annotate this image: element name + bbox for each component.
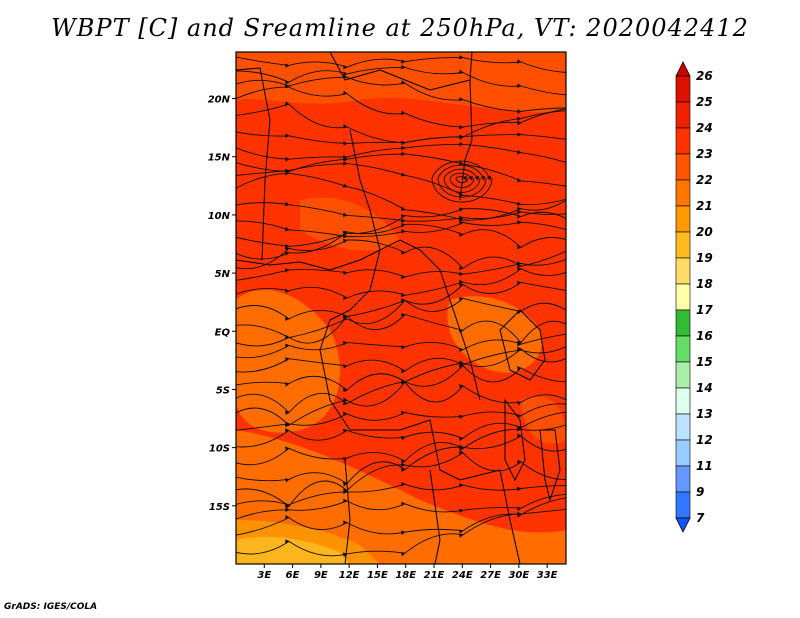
lat-tick-label: 5S [216,385,230,396]
colorbar-swatch [675,231,691,259]
colorbar-label: 7 [696,511,705,525]
streamline-vortex [431,160,493,203]
colorbar-swatch [675,361,691,389]
country-border [459,79,473,201]
country-border [499,469,521,564]
colorbar-top-arrow [675,61,691,77]
temperature-field [236,52,566,564]
lon-tick-label: 30E [508,570,529,581]
colorbar-label: 22 [696,173,713,187]
country-border [344,459,351,564]
colorbar-label: 18 [696,277,713,291]
colorbar-label: 20 [696,225,713,239]
country-border [419,249,481,401]
colorbar-label: 19 [696,251,713,265]
colorbar-label: 9 [696,485,704,499]
country-border [504,398,526,482]
chart-title: WBPT [C] and Sreamline at 250hPa, VT: 20… [51,14,749,42]
colorbar-swatch [675,153,691,181]
country-border [350,419,501,481]
colorbar-swatch [675,491,691,519]
streamline-vortex [437,164,487,198]
lat-tick-label: 10S [209,444,230,455]
country-border [329,52,473,91]
lat-tick-label: 15S [209,502,230,513]
colorbar-swatch [675,205,691,233]
colorbar-label: 21 [696,199,713,213]
colorbar-swatch [675,283,691,311]
colorbar-bottom-arrow [675,517,691,533]
colorbar: 26 25 24 23 22 21 20 19 18 17 16 15 14 13 12 11 9 7 [675,61,713,533]
streamline [236,506,566,557]
colorbar-label: 24 [696,121,713,135]
lat-tick-label: EQ [215,327,231,338]
lon-tick-label: 33E [537,570,558,581]
lat-tick-label: 20N [208,95,231,106]
streamline-vortex [449,172,475,189]
colorbar-swatch [675,101,691,129]
country-border [236,239,421,271]
colorbar-swatch [675,127,691,155]
colorbar-swatch [675,75,691,103]
country-border [429,469,441,564]
colorbar-swatch [675,413,691,441]
country-border [539,429,561,502]
colorbar-swatch [675,335,691,363]
colorbar-label: 17 [696,303,713,317]
country-border [349,129,381,251]
colorbar-label: 23 [696,147,713,161]
colorbar-label: 26 [696,69,713,83]
country-borders [236,52,561,564]
lon-tick-label: 18E [395,570,416,581]
colorbar-swatch [675,387,691,415]
colorbar-label: 16 [696,329,713,343]
colorbar-label: 14 [696,381,713,395]
lat-tick-label: 15N [208,153,231,164]
lon-tick-label: 6E [286,570,300,581]
colorbar-swatch [675,309,691,337]
colorbar-swatch [675,439,691,467]
lon-tick-label: 12E [339,570,360,581]
country-border [499,309,546,381]
country-border [236,67,271,261]
colorbar-swatch [675,179,691,207]
country-border [319,249,381,431]
streamline-vortex [443,168,481,193]
colorbar-label: 13 [696,407,713,421]
lon-tick-label: 3E [257,570,271,581]
map-frame [235,51,567,565]
colorbar-label: 15 [696,355,713,369]
latitude-axis: 20N 15N 10N 5N EQ 5S 10S 15S [208,95,236,513]
colorbar-swatch [675,257,691,285]
colorbar-label: 12 [696,433,713,447]
lon-tick-label: 24E [452,570,473,581]
colorbar-label: 11 [696,459,713,473]
colorbar-swatch [675,465,691,493]
lon-tick-label: 21E [424,570,445,581]
lat-tick-label: 10N [208,211,231,222]
lon-tick-label: 15E [367,570,388,581]
longitude-axis: 3E 6E 9E 12E 15E 18E 21E 24E 27E 30E 33E [257,564,558,581]
colorbar-label: 25 [696,95,713,109]
lon-tick-label: 27E [480,570,501,581]
footer-credit: GrADS: IGES/COLA [4,602,98,612]
lon-tick-label: 9E [314,570,328,581]
lat-tick-label: 5N [215,269,231,280]
